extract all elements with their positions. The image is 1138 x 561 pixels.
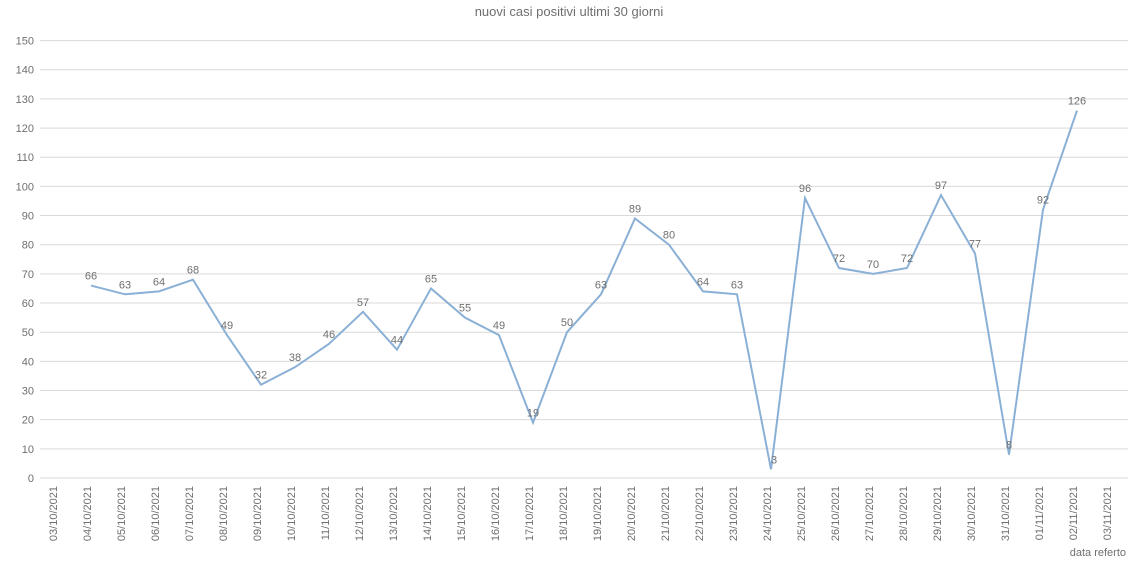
data-label: 49: [221, 320, 233, 332]
x-tick-label: 14/10/2021: [422, 486, 434, 541]
data-label: 77: [969, 238, 981, 250]
x-tick-label: 02/11/2021: [1068, 486, 1080, 540]
x-tick-label: 19/10/2021: [592, 486, 604, 541]
data-label: 65: [425, 273, 437, 285]
data-label: 63: [595, 279, 607, 291]
svg-text:10: 10: [22, 444, 34, 456]
data-label: 64: [153, 276, 165, 288]
data-label: 89: [629, 203, 641, 215]
x-tick-label: 13/10/2021: [388, 486, 400, 541]
x-tick-label: 26/10/2021: [830, 486, 842, 541]
data-label: 70: [867, 259, 879, 271]
data-label: 72: [901, 253, 913, 265]
svg-text:80: 80: [22, 240, 34, 252]
x-tick-label: 17/10/2021: [524, 486, 536, 541]
x-tick-label: 10/10/2021: [286, 486, 298, 541]
svg-text:150: 150: [16, 36, 34, 48]
svg-text:110: 110: [16, 152, 34, 164]
data-label: 55: [459, 303, 471, 315]
data-label: 64: [697, 276, 709, 288]
svg-text:140: 140: [16, 65, 34, 77]
data-label: 72: [833, 253, 845, 265]
data-label: 80: [663, 230, 675, 242]
x-tick-label: 07/10/2021: [184, 486, 196, 541]
data-label: 92: [1037, 195, 1049, 207]
svg-text:100: 100: [16, 181, 34, 193]
data-label: 97: [935, 180, 947, 192]
x-tick-label: 08/10/2021: [218, 486, 230, 541]
x-tick-label: 18/10/2021: [558, 486, 570, 541]
x-tick-label: 09/10/2021: [252, 486, 264, 541]
data-label: 32: [255, 370, 267, 382]
x-tick-label: 25/10/2021: [796, 486, 808, 541]
line-chart: 0 10 20 30 40 50 60 70 80 90 100 110 120 130 140 150 03/…: [0, 0, 1138, 561]
data-label: 50: [561, 317, 573, 329]
chart-container: nuovi casi positivi ultimi 30 giorni 0 10…: [0, 0, 1138, 561]
x-tick-label: 15/10/2021: [456, 486, 468, 541]
svg-text:60: 60: [22, 298, 34, 310]
svg-text:90: 90: [22, 211, 34, 223]
x-tick-label: 12/10/2021: [354, 486, 366, 541]
data-label: 96: [799, 183, 811, 195]
x-axis-title: data referto: [1070, 547, 1126, 559]
x-tick-label: 05/10/2021: [116, 486, 128, 541]
x-tick-label: 03/11/2021: [1102, 486, 1114, 540]
x-tick-label: 27/10/2021: [864, 486, 876, 541]
data-label: 63: [731, 279, 743, 291]
series-line: [91, 111, 1077, 470]
data-label: 38: [289, 352, 301, 364]
x-tick-label: 31/10/2021: [1000, 486, 1012, 541]
svg-text:120: 120: [16, 123, 34, 135]
svg-text:0: 0: [28, 473, 34, 485]
x-tick-label: 01/11/2021: [1034, 486, 1046, 540]
x-tick-label: 22/10/2021: [694, 486, 706, 541]
x-tick-label: 24/10/2021: [762, 486, 774, 541]
data-label: 66: [85, 271, 97, 283]
data-label: 68: [187, 265, 199, 277]
x-tick-label: 06/10/2021: [150, 486, 162, 541]
x-tick-label: 23/10/2021: [728, 486, 740, 541]
x-tick-label: 29/10/2021: [932, 486, 944, 541]
data-label: 44: [391, 335, 403, 347]
svg-text:70: 70: [22, 269, 34, 281]
svg-text:50: 50: [22, 327, 34, 339]
x-tick-label: 16/10/2021: [490, 486, 502, 541]
x-tick-label: 03/10/2021: [48, 486, 60, 541]
x-tick-label: 04/10/2021: [82, 486, 94, 541]
chart-title: nuovi casi positivi ultimi 30 giorni: [0, 4, 1138, 19]
x-tick-label: 30/10/2021: [966, 486, 978, 541]
data-label: 49: [493, 320, 505, 332]
x-tick-label: 21/10/2021: [660, 486, 672, 541]
svg-text:30: 30: [22, 386, 34, 398]
svg-text:130: 130: [16, 94, 34, 106]
x-tick-label: 11/10/2021: [320, 486, 332, 540]
data-label: 126: [1068, 96, 1086, 108]
data-label: 3: [771, 454, 777, 466]
svg-text:40: 40: [22, 356, 34, 368]
data-label: 57: [357, 297, 369, 309]
x-tick-label: 20/10/2021: [626, 486, 638, 541]
svg-text:20: 20: [22, 415, 34, 427]
data-label: 46: [323, 329, 335, 341]
x-tick-label: 28/10/2021: [898, 486, 910, 541]
data-label: 19: [527, 408, 539, 420]
data-label: 8: [1006, 440, 1012, 452]
data-label: 63: [119, 279, 131, 291]
